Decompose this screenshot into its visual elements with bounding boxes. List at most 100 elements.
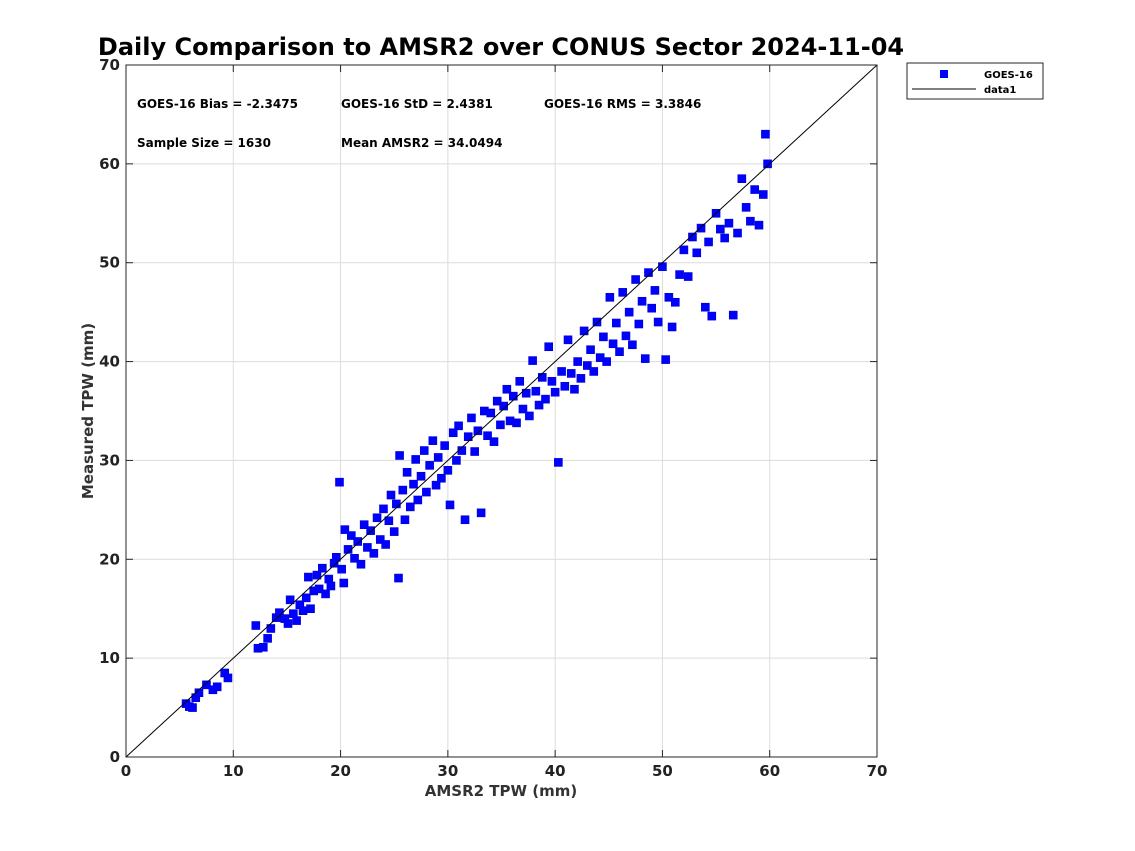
data-point [592,317,602,327]
data-point [576,374,586,383]
data-point [321,589,330,599]
data-point [667,322,677,332]
data-point [701,302,710,312]
stat-std: GOES-16 StD = 2.4381 [341,97,493,111]
data-point [372,513,382,523]
data-point [675,270,684,279]
x-tick-label: 40 [545,762,566,780]
data-point [428,436,438,445]
data-point [212,682,222,692]
data-point [499,401,508,411]
data-point [492,396,502,406]
data-point [301,593,311,603]
data-point [541,394,550,404]
data-point [640,354,650,363]
data-point [605,293,615,302]
data-point [304,572,313,582]
data-point [544,342,554,352]
data-point [398,485,408,495]
data-point [331,553,341,562]
data-point [560,381,570,391]
data-point [761,129,770,139]
data-point [470,447,479,456]
data-point [251,621,261,630]
data-point [413,495,423,505]
grid-lines [126,65,877,757]
data-point [621,331,631,341]
stat-mean: Mean AMSR2 = 34.0494 [341,136,502,150]
data-point [547,377,557,386]
data-point [263,634,272,643]
data-point [440,441,449,450]
y-tick-label: 60 [99,155,120,173]
x-axis-label: AMSR2 TPW (mm) [425,782,578,800]
data-point [292,616,301,625]
y-axis-label: Measured TPW (mm) [79,323,97,499]
data-point [483,431,492,441]
data-point [586,345,595,355]
data-point [716,224,725,234]
plot-area [125,64,878,758]
data-point [724,218,734,228]
data-point [314,584,324,594]
y-tick-label: 30 [99,451,120,469]
data-point [353,537,363,546]
data-point [381,540,390,549]
data-point [359,520,369,529]
data-point [379,504,388,514]
data-point [521,388,531,398]
data-point [452,456,461,465]
data-point [433,453,443,462]
data-point [583,361,592,370]
data-point [445,500,455,510]
data-point [467,413,476,423]
axis-ticks [125,64,878,758]
data-point [733,228,742,238]
data-point [419,446,429,455]
data-point [448,428,458,438]
x-tick-label: 50 [652,762,673,780]
legend-box [906,62,1044,100]
data-point [266,624,276,633]
data-point [599,332,608,342]
data-point [394,573,403,583]
data-point [637,296,647,306]
data-point [741,203,751,212]
data-point [340,525,350,534]
data-point [312,570,322,580]
data-point [460,515,470,525]
data-point [750,185,759,194]
data-point [489,437,499,446]
data-point [679,245,689,255]
data-point [194,688,204,698]
data-point [653,317,663,327]
data-point [696,223,706,233]
legend: GOES-16 data1 [906,62,1044,100]
data-point [557,367,566,376]
data-point [537,373,547,382]
data-point [754,220,764,230]
data-point [512,418,521,428]
data-point [563,335,573,345]
data-point [402,467,412,477]
data-point [437,473,446,483]
data-point [634,319,644,329]
data-point [346,531,356,540]
data-point [400,515,410,525]
data-point [624,307,634,317]
data-point [528,356,537,365]
data-point [463,432,473,442]
x-tick-label: 0 [121,762,131,780]
data-point [356,559,366,569]
data-point [692,248,702,258]
data-point [554,458,563,467]
data-point [525,411,534,421]
data-point [454,421,463,431]
data-point [608,339,618,349]
data-point [683,272,693,281]
data-point [306,604,315,614]
one-to-one-line [125,64,878,758]
data-point [375,535,385,544]
data-point [502,384,512,394]
